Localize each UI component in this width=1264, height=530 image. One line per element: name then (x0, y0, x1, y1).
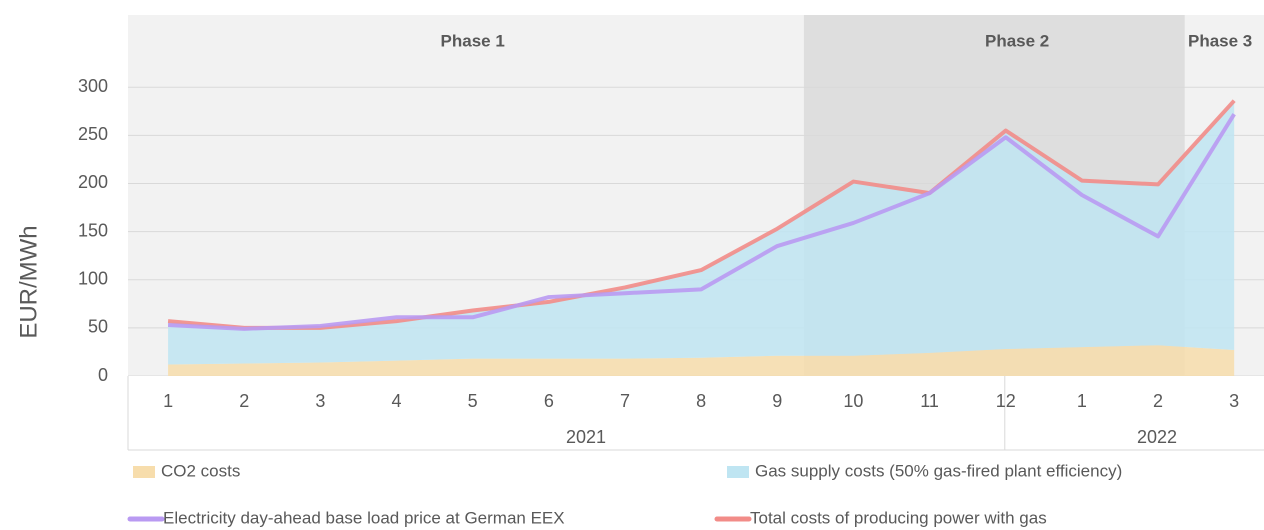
legend-swatch (727, 466, 749, 478)
x-tick-label: 10 (843, 391, 863, 411)
phase-label: Phase 3 (1188, 31, 1252, 50)
phase-label: Phase 1 (441, 31, 505, 50)
legend-swatch (133, 466, 155, 478)
area (168, 345, 1235, 376)
y-tick-label: 150 (78, 220, 108, 240)
x-tick-label: 1 (1077, 391, 1087, 411)
legend-label: Electricity day-ahead base load price at… (163, 508, 565, 527)
x-tick-label: 6 (544, 391, 554, 411)
y-tick-label: 0 (98, 365, 108, 385)
y-tick-label: 50 (88, 317, 108, 337)
y-tick-label: 100 (78, 268, 108, 288)
y-tick-label: 200 (78, 172, 108, 192)
x-tick-label: 1 (163, 391, 173, 411)
x-tick-label: 4 (392, 391, 402, 411)
line (167, 113, 1236, 331)
legend-label: Total costs of producing power with gas (750, 508, 1047, 527)
x-tick-label: 11 (920, 391, 939, 411)
x-tick-label: 2 (239, 391, 249, 411)
x-tick-label: 2 (1153, 391, 1163, 411)
x-group-label: 2021 (566, 427, 606, 447)
x-tick-label: 8 (696, 391, 706, 411)
x-group-label: 2022 (1137, 427, 1177, 447)
y-axis-title: EUR/MWh (15, 225, 42, 338)
y-tick-label: 250 (78, 124, 108, 144)
x-tick-label: 5 (468, 391, 478, 411)
y-tick-label: 300 (78, 76, 108, 96)
x-tick-label: 12 (996, 391, 1016, 411)
legend-label: Gas supply costs (50% gas-fired plant ef… (755, 461, 1122, 480)
plot (128, 15, 1264, 376)
line (167, 99, 1236, 330)
x-tick-label: 3 (1229, 391, 1239, 411)
legend-label: CO2 costs (161, 461, 240, 480)
x-tick-label: 3 (315, 391, 325, 411)
x-tick-label: 7 (620, 391, 630, 411)
x-tick-label: 9 (772, 391, 782, 411)
phase-label: Phase 2 (985, 31, 1049, 50)
